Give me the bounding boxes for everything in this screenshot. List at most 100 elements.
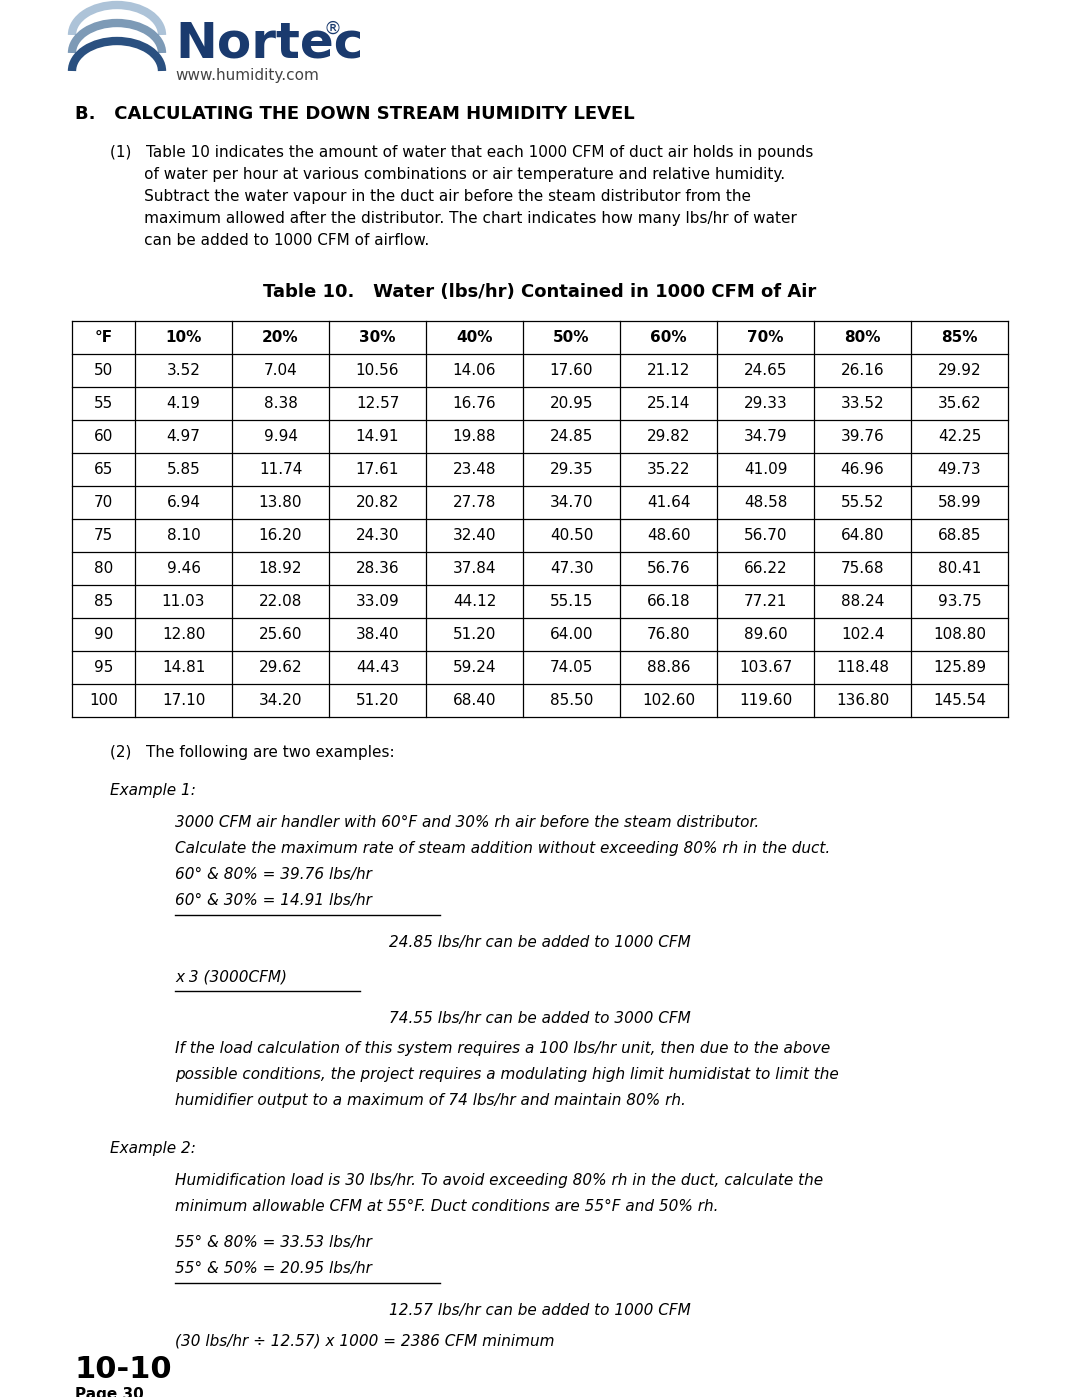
Text: 85.50: 85.50 <box>550 693 593 708</box>
Text: 24.65: 24.65 <box>744 363 787 379</box>
Text: Table 10.   Water (lbs/hr) Contained in 1000 CFM of Air: Table 10. Water (lbs/hr) Contained in 10… <box>264 284 816 300</box>
Text: 30%: 30% <box>360 330 395 345</box>
Text: 29.62: 29.62 <box>259 659 302 675</box>
Text: (2)   The following are two examples:: (2) The following are two examples: <box>110 745 394 760</box>
Text: 20.95: 20.95 <box>550 395 593 411</box>
Text: 28.36: 28.36 <box>355 562 400 576</box>
Text: 102.60: 102.60 <box>642 693 696 708</box>
Text: 55.52: 55.52 <box>841 495 885 510</box>
Text: 55° & 80% = 33.53 lbs/hr: 55° & 80% = 33.53 lbs/hr <box>175 1235 372 1250</box>
Text: 44.43: 44.43 <box>355 659 400 675</box>
Text: 14.81: 14.81 <box>162 659 205 675</box>
Text: 35.62: 35.62 <box>937 395 982 411</box>
Text: 20%: 20% <box>262 330 299 345</box>
Text: 9.46: 9.46 <box>166 562 201 576</box>
Text: 12.57: 12.57 <box>355 395 400 411</box>
Text: possible conditions, the project requires a modulating high limit humidistat to : possible conditions, the project require… <box>175 1067 839 1083</box>
Text: 75.68: 75.68 <box>840 562 885 576</box>
Text: 74.55 lbs/hr can be added to 3000 CFM: 74.55 lbs/hr can be added to 3000 CFM <box>389 1011 691 1025</box>
Text: 4.97: 4.97 <box>166 429 201 444</box>
Text: B.   CALCULATING THE DOWN STREAM HUMIDITY LEVEL: B. CALCULATING THE DOWN STREAM HUMIDITY … <box>75 105 635 123</box>
Text: 18.92: 18.92 <box>259 562 302 576</box>
Text: 88.86: 88.86 <box>647 659 690 675</box>
Text: 29.92: 29.92 <box>937 363 982 379</box>
Text: 70%: 70% <box>747 330 784 345</box>
Text: 60° & 30% = 14.91 lbs/hr: 60° & 30% = 14.91 lbs/hr <box>175 893 372 908</box>
Text: 68.40: 68.40 <box>453 693 497 708</box>
Text: 51.20: 51.20 <box>355 693 400 708</box>
Text: 55.15: 55.15 <box>550 594 593 609</box>
Text: 29.35: 29.35 <box>550 462 593 476</box>
Text: 19.88: 19.88 <box>453 429 497 444</box>
Text: 11.03: 11.03 <box>162 594 205 609</box>
Text: 33.09: 33.09 <box>355 594 400 609</box>
Text: 13.80: 13.80 <box>259 495 302 510</box>
Text: 23.48: 23.48 <box>453 462 497 476</box>
Text: 119.60: 119.60 <box>739 693 792 708</box>
Text: 3000 CFM air handler with 60°F and 30% rh air before the steam distributor.: 3000 CFM air handler with 60°F and 30% r… <box>175 814 759 830</box>
Text: 51.20: 51.20 <box>453 627 496 643</box>
Text: (30 lbs/hr ÷ 12.57) x 1000 = 2386 CFM minimum: (30 lbs/hr ÷ 12.57) x 1000 = 2386 CFM mi… <box>175 1333 554 1348</box>
Text: 50: 50 <box>94 363 113 379</box>
Text: 64.80: 64.80 <box>840 528 885 543</box>
Text: 60%: 60% <box>650 330 687 345</box>
Text: 10-10: 10-10 <box>75 1355 173 1384</box>
Text: Subtract the water vapour in the duct air before the steam distributor from the: Subtract the water vapour in the duct ai… <box>110 189 751 204</box>
Text: 26.16: 26.16 <box>840 363 885 379</box>
Text: 14.91: 14.91 <box>355 429 400 444</box>
Text: ®: ® <box>323 20 341 38</box>
Text: 40%: 40% <box>456 330 492 345</box>
Text: 46.96: 46.96 <box>840 462 885 476</box>
Text: 85%: 85% <box>942 330 977 345</box>
Text: x 3 (3000CFM): x 3 (3000CFM) <box>175 970 287 983</box>
Text: 38.40: 38.40 <box>355 627 400 643</box>
Text: 12.80: 12.80 <box>162 627 205 643</box>
Text: 39.76: 39.76 <box>840 429 885 444</box>
Text: 8.10: 8.10 <box>166 528 201 543</box>
Text: 20.82: 20.82 <box>355 495 400 510</box>
Text: (1)   Table 10 indicates the amount of water that each 1000 CFM of duct air hold: (1) Table 10 indicates the amount of wat… <box>110 145 813 161</box>
Text: 95: 95 <box>94 659 113 675</box>
Text: 41.09: 41.09 <box>744 462 787 476</box>
Text: 8.38: 8.38 <box>264 395 297 411</box>
Text: Page 30: Page 30 <box>75 1387 144 1397</box>
Text: 80: 80 <box>94 562 113 576</box>
Text: Nortec: Nortec <box>175 20 363 68</box>
Text: 10.56: 10.56 <box>355 363 400 379</box>
Text: 80.41: 80.41 <box>937 562 982 576</box>
Text: 102.4: 102.4 <box>841 627 885 643</box>
Text: 24.85 lbs/hr can be added to 1000 CFM: 24.85 lbs/hr can be added to 1000 CFM <box>389 935 691 950</box>
Text: 17.61: 17.61 <box>355 462 400 476</box>
Text: °F: °F <box>94 330 112 345</box>
Text: Calculate the maximum rate of steam addition without exceeding 80% rh in the duc: Calculate the maximum rate of steam addi… <box>175 841 831 856</box>
Text: 125.89: 125.89 <box>933 659 986 675</box>
Text: 64.00: 64.00 <box>550 627 593 643</box>
Text: 34.70: 34.70 <box>550 495 593 510</box>
Text: 4.19: 4.19 <box>166 395 201 411</box>
Text: 48.60: 48.60 <box>647 528 690 543</box>
Text: 14.06: 14.06 <box>453 363 497 379</box>
Text: 58.99: 58.99 <box>937 495 982 510</box>
Text: 55° & 50% = 20.95 lbs/hr: 55° & 50% = 20.95 lbs/hr <box>175 1261 372 1275</box>
Text: 37.84: 37.84 <box>453 562 497 576</box>
Text: 3.52: 3.52 <box>166 363 201 379</box>
Text: 93.75: 93.75 <box>937 594 982 609</box>
Text: 80%: 80% <box>845 330 881 345</box>
Text: Example 2:: Example 2: <box>110 1141 195 1155</box>
Text: 16.20: 16.20 <box>259 528 302 543</box>
Text: 41.64: 41.64 <box>647 495 690 510</box>
Text: 29.82: 29.82 <box>647 429 690 444</box>
Text: 32.40: 32.40 <box>453 528 497 543</box>
Text: 25.14: 25.14 <box>647 395 690 411</box>
Text: 7.04: 7.04 <box>264 363 297 379</box>
Text: 100: 100 <box>89 693 118 708</box>
Text: 90: 90 <box>94 627 113 643</box>
Text: humidifier output to a maximum of 74 lbs/hr and maintain 80% rh.: humidifier output to a maximum of 74 lbs… <box>175 1092 686 1108</box>
Text: 29.33: 29.33 <box>744 395 787 411</box>
Text: 60° & 80% = 39.76 lbs/hr: 60° & 80% = 39.76 lbs/hr <box>175 868 372 882</box>
Text: 25.60: 25.60 <box>259 627 302 643</box>
Text: Example 1:: Example 1: <box>110 782 195 798</box>
Text: 68.85: 68.85 <box>937 528 982 543</box>
Text: 11.74: 11.74 <box>259 462 302 476</box>
Text: 49.73: 49.73 <box>937 462 982 476</box>
